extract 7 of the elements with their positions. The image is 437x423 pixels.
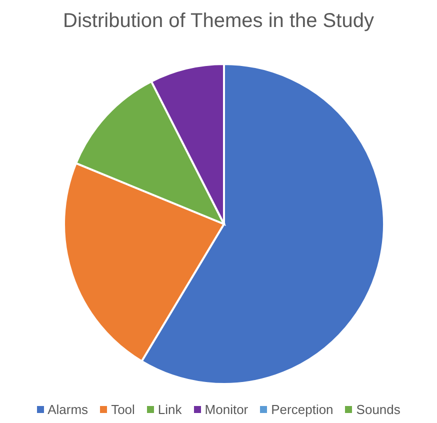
legend-label: Sounds <box>356 402 400 417</box>
chart-title: Distribution of Themes in the Study <box>62 9 375 34</box>
legend-label: Perception <box>271 402 334 417</box>
legend-label: Alarms <box>48 402 88 417</box>
legend-label: Tool <box>111 402 135 417</box>
legend-label: Link <box>158 402 182 417</box>
legend-label: Monitor <box>204 402 248 417</box>
